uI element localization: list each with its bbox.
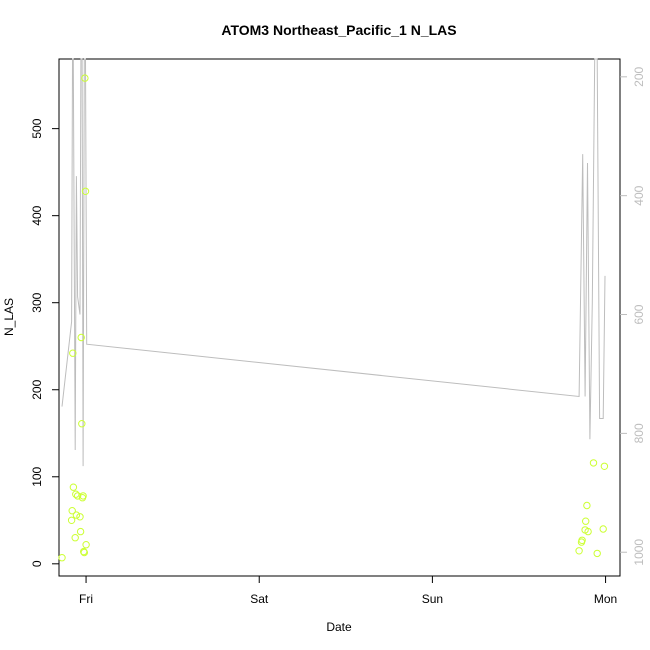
data-point <box>584 527 592 536</box>
y-axis-label: N_LAS <box>2 298 16 336</box>
data-point <box>79 492 87 500</box>
x-tick-label: Sun <box>422 592 443 606</box>
data-point <box>73 492 82 500</box>
bottom-axis: Fri Sat Sun Mon <box>79 576 617 606</box>
y-tick-label: 400 <box>30 205 44 225</box>
data-point <box>67 516 76 524</box>
data-point <box>81 187 90 196</box>
y-tick-label: 100 <box>30 466 44 486</box>
data-point <box>72 511 81 519</box>
data-point <box>72 490 80 498</box>
data-point <box>575 547 583 555</box>
data-point <box>593 549 601 558</box>
data-point <box>68 507 76 515</box>
data-point <box>589 459 598 467</box>
x-tick-label: Fri <box>79 592 93 606</box>
series-line <box>61 58 606 467</box>
data-point <box>582 517 590 525</box>
y-tick-label: 0 <box>30 560 44 567</box>
y2-tick-label: 1000 <box>632 539 646 566</box>
data-point <box>583 501 591 510</box>
y2-tick-label: 400 <box>632 185 646 205</box>
y2-tick-label: 600 <box>632 304 646 324</box>
chart-title: ATOM3 Northeast_Pacific_1 N_LAS <box>221 22 456 38</box>
data-point <box>71 534 79 542</box>
data-point <box>599 525 607 533</box>
plot-frame <box>58 58 621 577</box>
data-point <box>76 513 84 521</box>
y2-tick-label: 200 <box>632 66 646 86</box>
data-point <box>80 548 89 557</box>
right-axis: 200 400 600 800 1000 <box>620 66 646 566</box>
data-point <box>600 462 609 470</box>
data-point <box>69 349 77 357</box>
data-point <box>80 547 88 556</box>
data-point <box>82 541 90 549</box>
data-point <box>69 483 78 491</box>
y2-tick-label: 800 <box>632 423 646 443</box>
line-layer <box>61 58 606 467</box>
data-point <box>76 527 85 536</box>
y-tick-label: 500 <box>30 118 44 138</box>
data-point <box>578 536 586 544</box>
point-layer <box>58 74 609 562</box>
y-tick-label: 300 <box>30 292 44 312</box>
x-tick-label: Sat <box>250 592 269 606</box>
data-point <box>77 333 85 342</box>
data-point <box>81 74 89 82</box>
x-axis-label: Date <box>326 620 352 634</box>
data-point <box>58 554 66 562</box>
data-point <box>78 420 86 428</box>
left-axis: 0 100 200 300 400 500 <box>30 118 59 567</box>
y-tick-label: 200 <box>30 379 44 399</box>
x-tick-label: Mon <box>594 592 617 606</box>
